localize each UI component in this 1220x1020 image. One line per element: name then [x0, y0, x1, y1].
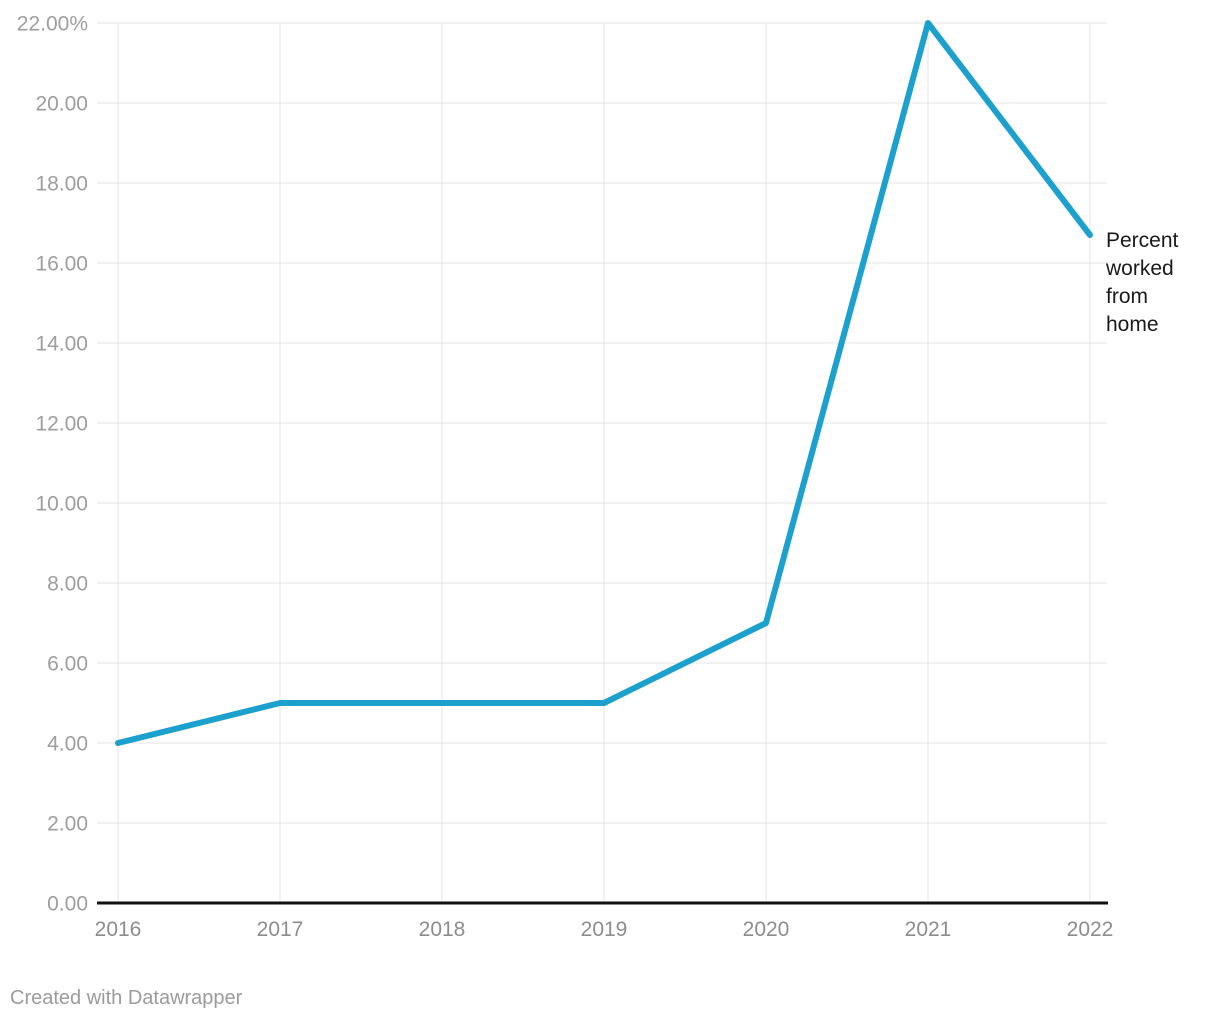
y-tick-label: 6.00: [47, 653, 88, 676]
y-tick-label: 14.00: [35, 333, 88, 356]
x-tick-label: 2019: [581, 918, 628, 941]
gridlines: [97, 22, 1107, 903]
x-axis-labels: 2016 2017 2018 2019 2020 2021 2022: [95, 918, 1114, 941]
x-tick-label: 2018: [419, 918, 466, 941]
y-tick-label: 20.00: [35, 93, 88, 116]
y-tick-label: 12.00: [35, 413, 88, 436]
y-tick-label: 2.00: [47, 813, 88, 836]
x-tick-label: 2020: [743, 918, 790, 941]
datawrapper-credit-link[interactable]: Created with Datawrapper: [10, 987, 243, 1009]
y-tick-label: 4.00: [47, 733, 88, 756]
x-tick-label: 2016: [95, 918, 142, 941]
y-tick-label: 18.00: [35, 173, 88, 196]
y-axis-labels: 0.00 2.00 4.00 6.00 8.00 10.00 12.00 14.00 16.00…: [17, 13, 88, 916]
series-end-label: Percent worked from home: [1106, 229, 1179, 336]
x-tick-label: 2017: [257, 918, 304, 941]
x-tick-label: 2021: [905, 918, 952, 941]
y-tick-label: 10.00: [35, 493, 88, 516]
y-tick-label: 16.00: [35, 253, 88, 276]
data-line-percent-worked-from-home: [115, 20, 1093, 746]
y-tick-label: 8.00: [47, 573, 88, 596]
y-tick-label: 22.00%: [17, 13, 88, 36]
x-tick-label: 2022: [1067, 918, 1114, 941]
y-tick-label: 0.00: [47, 893, 88, 916]
